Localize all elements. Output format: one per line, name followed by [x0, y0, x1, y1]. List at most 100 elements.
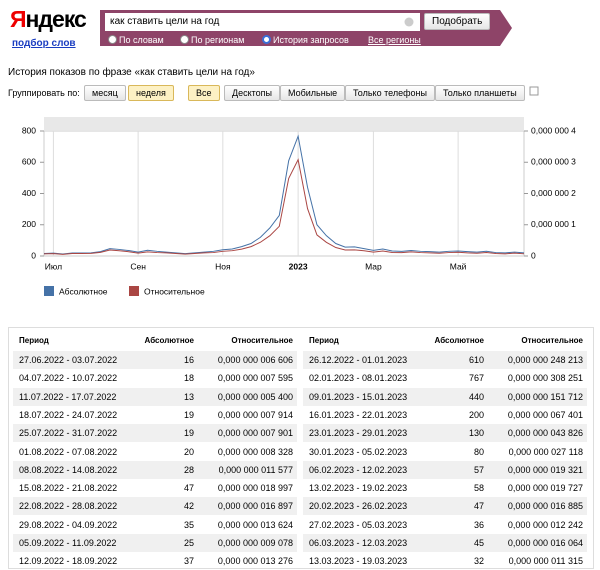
x-tick-label: Май [450, 261, 467, 271]
device-button[interactable]: Мобильные [280, 85, 345, 101]
cell: 0,000 000 016 064 [508, 534, 583, 552]
legend-swatch [129, 286, 139, 296]
column-header: Абсолютное [145, 332, 194, 350]
cell: 28 [184, 461, 194, 479]
clear-icon[interactable] [405, 18, 414, 27]
cell: 12.09.2022 - 18.09.2022 [19, 552, 117, 570]
cell: 45 [474, 534, 484, 552]
cell: 15.08.2022 - 21.08.2022 [19, 479, 117, 497]
cell: 09.01.2023 - 15.01.2023 [309, 388, 407, 406]
cell: 23.01.2023 - 29.01.2023 [309, 424, 407, 442]
cell: 440 [469, 388, 484, 406]
column-header: Период [309, 332, 339, 350]
cell: 06.02.2023 - 12.02.2023 [309, 461, 407, 479]
cell: 0,000 000 016 897 [218, 497, 293, 515]
cell: 25.07.2022 - 31.07.2022 [19, 424, 117, 442]
help-icon[interactable] [530, 87, 538, 95]
sublink[interactable]: подбор слов [12, 38, 76, 49]
cell: 0,000 000 011 577 [219, 461, 293, 479]
cell: 80 [474, 443, 484, 461]
column-header: Относительное [231, 332, 293, 350]
cell: 26.12.2022 - 01.01.2023 [309, 351, 407, 369]
cell: 02.01.2023 - 08.01.2023 [309, 369, 407, 387]
x-tick-label: Мар [365, 261, 382, 271]
radio[interactable] [262, 35, 271, 44]
cell: 18 [184, 369, 194, 387]
cell: 47 [474, 497, 484, 515]
radio-label[interactable]: По словам [119, 35, 164, 45]
radio[interactable] [108, 35, 117, 44]
cell: 0,000 000 248 213 [508, 351, 583, 369]
x-tick-label: Июл [45, 261, 62, 271]
group-button[interactable]: неделя [128, 85, 174, 101]
cell: 16.01.2023 - 22.01.2023 [309, 406, 407, 424]
cell: 0,000 000 011 315 [509, 552, 583, 570]
cell: 20.02.2023 - 26.02.2023 [309, 497, 407, 515]
cell: 32 [474, 552, 484, 570]
cell: 22.08.2022 - 28.08.2022 [19, 497, 117, 515]
cell: 42 [184, 497, 194, 515]
device-button[interactable]: Все [188, 85, 220, 101]
cell: 30.01.2023 - 05.02.2023 [309, 443, 407, 461]
cell: 200 [469, 406, 484, 424]
cell: 35 [184, 516, 194, 534]
cell: 06.03.2023 - 12.03.2023 [309, 534, 407, 552]
radio-label[interactable]: История запросов [273, 35, 349, 45]
group-button[interactable]: месяц [84, 85, 126, 101]
column-header: Относительное [521, 332, 583, 350]
radio-label[interactable]: По регионам [191, 35, 244, 45]
logo[interactable]: Яндекс [10, 6, 86, 33]
cell: 19 [184, 406, 194, 424]
navigator [44, 117, 524, 130]
cell: 0,000 000 013 276 [218, 552, 293, 570]
cell: 13.03.2023 - 19.03.2023 [309, 552, 407, 570]
device-button[interactable]: Десктопы [224, 85, 280, 101]
legend-swatch [44, 286, 54, 296]
device-button[interactable]: Только телефоны [345, 85, 435, 101]
x-tick-label: Сен [130, 261, 146, 271]
cell: 29.08.2022 - 04.09.2022 [19, 516, 117, 534]
cell: 20 [184, 443, 194, 461]
cell: 610 [469, 351, 484, 369]
cell: 0,000 000 019 321 [508, 461, 583, 479]
cell: 0,000 000 043 826 [508, 424, 583, 442]
legend-label: Относительное [144, 286, 205, 296]
y-tick-label: 0 [31, 250, 36, 260]
cell: 767 [469, 369, 484, 387]
page: Яндекс подбор слов как ставить цели на г… [0, 0, 600, 554]
x-tick-label: Ноя [215, 261, 231, 271]
region-link[interactable]: Все регионы [368, 35, 421, 45]
cell: 0,000 000 027 118 [509, 443, 583, 461]
cell: 04.07.2022 - 10.07.2022 [19, 369, 117, 387]
cell: 27.06.2022 - 03.07.2022 [19, 351, 117, 369]
cell: 0,000 000 018 997 [218, 479, 293, 497]
query[interactable]: как ставить цели на год [110, 16, 219, 27]
cell: 08.08.2022 - 14.08.2022 [19, 461, 117, 479]
cell: 19 [184, 424, 194, 442]
cell: 36 [474, 516, 484, 534]
group-label: Группировать по: [8, 88, 80, 98]
cell: 01.08.2022 - 07.08.2022 [19, 443, 117, 461]
cell: 0,000 000 067 401 [508, 406, 583, 424]
cell: 0,000 000 007 901 [218, 424, 293, 442]
cell: 05.09.2022 - 11.09.2022 [19, 534, 116, 552]
cell: 57 [474, 461, 484, 479]
y-tick-label: 200 [22, 219, 36, 229]
cell: 0,000 000 005 400 [218, 388, 293, 406]
cell: 0,000 000 012 242 [508, 516, 583, 534]
column-header: Абсолютное [435, 332, 484, 350]
legend-label: Абсолютное [59, 286, 108, 296]
radio[interactable] [180, 35, 189, 44]
cell: 16 [184, 351, 194, 369]
table: Период Абсолютное Относительное 27.06.2022 … [8, 327, 594, 569]
y-tick-label: 600 [22, 157, 36, 167]
device-button[interactable]: Только планшеты [435, 85, 525, 101]
cell: 11.07.2022 - 17.07.2022 [19, 388, 116, 406]
y2-tick-label: 0,000 000 1 [531, 219, 576, 229]
submit-button[interactable]: Подобрать [424, 13, 490, 30]
chart: 020040060080000,000 000 10,000 000 20,00… [0, 110, 600, 310]
y-tick-label: 400 [22, 188, 36, 198]
cell: 27.02.2023 - 05.03.2023 [309, 516, 407, 534]
cell: 0,000 000 308 251 [508, 369, 583, 387]
y2-tick-label: 0,000 000 4 [531, 125, 576, 135]
